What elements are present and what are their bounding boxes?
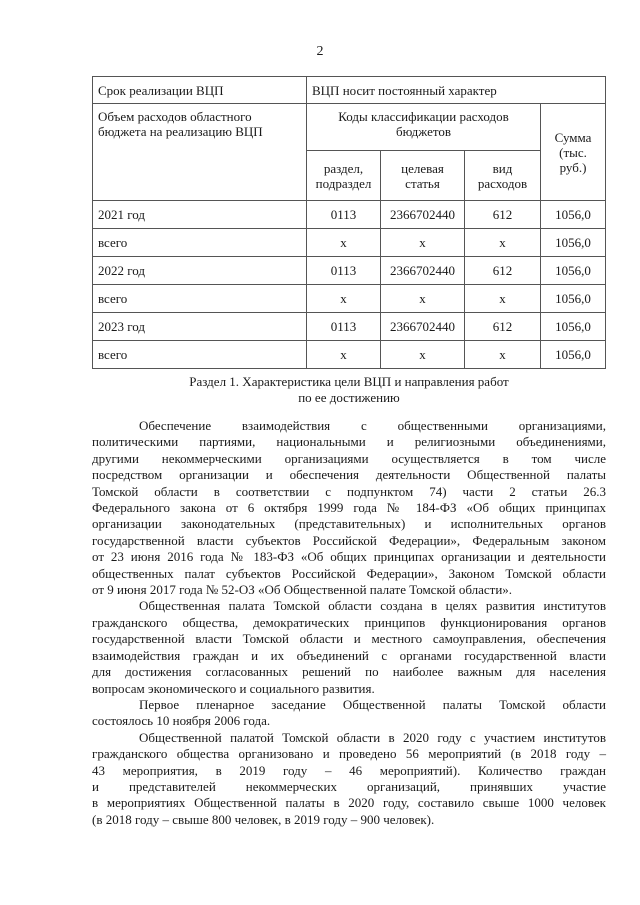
table-row: всего х х х 1056,0 (92, 228, 606, 257)
paragraph-line: в мероприятиях Общественной палаты в 202… (92, 795, 606, 811)
program-budget-table: Срок реализации ВЦП ВЦП носит постоянный… (92, 76, 606, 369)
cell-section: 0113 (306, 312, 381, 341)
subheader-row: раздел, подраздел целевая статья вид рас… (93, 150, 606, 201)
paragraph-line: посредством организации и обеспечения де… (92, 467, 606, 483)
table-row: 2021 год 0113 2366702440 612 1056,0 (92, 200, 606, 229)
cell-label: 2021 год (92, 200, 307, 229)
cell-type: х (464, 284, 541, 313)
paragraph-line: вопросам экономического и социального ра… (92, 680, 375, 696)
cell-section: х (306, 228, 381, 257)
cell-label: 2022 год (92, 256, 307, 285)
paragraph-line: Первое пленарное заседание Общественной … (139, 696, 606, 712)
cell-type: 612 (464, 312, 541, 341)
section-heading: Раздел 1. Характеристика цели ВЦП и напр… (92, 374, 606, 406)
paragraph-line: организации законодательных (представите… (92, 516, 606, 532)
paragraph-line: другими некоммерческими организациями ос… (92, 450, 606, 466)
paragraph-line: от 9 июня 2017 года № 52-ОЗ «Об Обществе… (92, 582, 513, 598)
cell-sum: 1056,0 (540, 256, 606, 285)
table-row: 2022 год 0113 2366702440 612 1056,0 (92, 256, 606, 285)
cell-label: 2023 год (92, 312, 307, 341)
col-type: вид расходов (464, 150, 541, 201)
cell-target: х (380, 340, 465, 369)
cell-section: х (306, 340, 381, 369)
paragraph: Первое пленарное заседание Общественной … (92, 697, 606, 730)
header-row: Объем расходов областного бюджета на реа… (92, 103, 606, 201)
codes-header: Коды классификации расходов бюджетов (306, 103, 541, 151)
cell-sum: 1056,0 (540, 200, 606, 229)
paragraph-line: гражданского общества организовано и про… (92, 746, 606, 762)
col-target: целевая статья (380, 150, 465, 201)
table-row: всего х х х 1056,0 (92, 340, 606, 369)
cell-target: 2366702440 (380, 256, 465, 285)
col-section: раздел, подраздел (306, 150, 381, 201)
sum-header: Сумма (тыс. руб.) (540, 103, 606, 201)
table-row: всего х х х 1056,0 (92, 284, 606, 313)
cell-target: 2366702440 (380, 200, 465, 229)
cell-section: 0113 (306, 256, 381, 285)
cell-label: всего (92, 228, 307, 257)
section-heading-line: по ее достижению (298, 390, 400, 405)
paragraph-line: Общественная палата Томской области созд… (139, 598, 606, 614)
cell-target: х (380, 284, 465, 313)
cell-section: 0113 (306, 200, 381, 229)
cell-target: х (380, 228, 465, 257)
paragraph-line: государственной власти субъектов Российс… (92, 532, 606, 548)
cell-type: х (464, 340, 541, 369)
cell-sum: 1056,0 (540, 228, 606, 257)
volume-label: Объем расходов областного бюджета на реа… (92, 103, 307, 201)
paragraph: Общественная палата Томской области созд… (92, 598, 606, 696)
paragraph-line: общественных палат субъектов Российской … (92, 565, 606, 581)
cell-sum: 1056,0 (540, 284, 606, 313)
cell-type: 612 (464, 200, 541, 229)
cell-sum: 1056,0 (540, 312, 606, 341)
term-label: Срок реализации ВЦП (92, 76, 307, 104)
paragraph-line: и представителей некоммерческих организа… (92, 778, 606, 794)
term-row: Срок реализации ВЦП ВЦП носит постоянный… (92, 76, 606, 104)
paragraph-line: от 23 июня 2016 года № 183-ФЗ «Об общих … (92, 549, 606, 565)
cell-target: 2366702440 (380, 312, 465, 341)
paragraph-line: Томской области в соответствии с подпунк… (92, 483, 606, 499)
cell-type: 612 (464, 256, 541, 285)
table-row: 2023 год 0113 2366702440 612 1056,0 (92, 312, 606, 341)
paragraph-line: Общественной палатой Томской области в 2… (139, 729, 606, 745)
page-number: 2 (316, 44, 324, 59)
paragraph-line: гражданского общества, демократических п… (92, 614, 606, 630)
section-heading-line: Раздел 1. Характеристика цели ВЦП и напр… (189, 374, 509, 389)
paragraph-line: (в 2018 году – свыше 800 человек, в 2019… (92, 811, 435, 827)
cell-sum: 1056,0 (540, 340, 606, 369)
term-value: ВЦП носит постоянный характер (306, 76, 606, 104)
paragraph: Общественной палатой Томской области в 2… (92, 730, 606, 828)
paragraph-line: Обеспечение взаимодействия с общественны… (139, 418, 606, 433)
paragraph-line: Федерального закона от 6 октября 1999 го… (92, 500, 606, 516)
cell-section: х (306, 284, 381, 313)
paragraph-line: для достижения согласованных решений по … (92, 664, 606, 680)
cell-label: всего (92, 340, 307, 369)
cell-label: всего (92, 284, 307, 313)
paragraph-line: государственной власти Томской области и… (92, 631, 606, 647)
paragraph-line: 43 мероприятия, в 2019 году – 46 меропри… (92, 762, 606, 778)
paragraph-line: взаимодействия граждан и их объединений … (92, 647, 606, 663)
paragraph-line: политическими партиями, национальными и … (92, 434, 606, 450)
cell-type: х (464, 228, 541, 257)
paragraph-line: состоялось 10 ноября 2006 года. (92, 713, 271, 729)
paragraph: Обеспечение взаимодействия с общественны… (92, 418, 606, 598)
body-text: Обеспечение взаимодействия с общественны… (92, 418, 606, 828)
